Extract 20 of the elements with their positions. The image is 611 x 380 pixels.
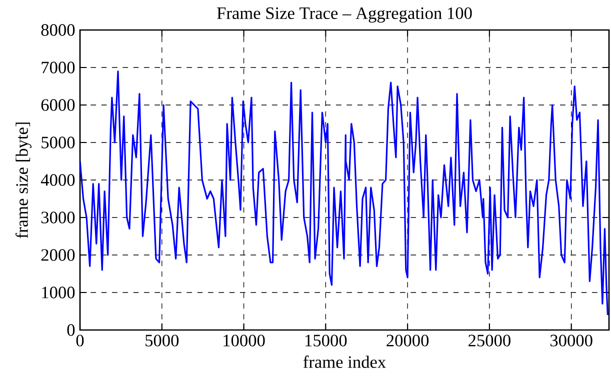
y-axis-title: frame size [byte]: [16, 122, 32, 238]
y-tick-label: 2000: [41, 249, 75, 261]
x-tick-label: 10000: [224, 334, 265, 346]
x-tick-label: 0: [76, 334, 84, 346]
x-tick-label: 20000: [386, 334, 429, 346]
y-tick-label: 3000: [41, 212, 75, 224]
y-tick-label: 1000: [42, 286, 75, 298]
line-series: [80, 70, 608, 316]
y-tick-label: 8000: [41, 24, 75, 36]
chart-title: Frame Size Trace – Aggregation 100: [217, 7, 472, 23]
x-tick-label: 5000: [146, 334, 179, 346]
x-tick-label: 25000: [468, 334, 510, 346]
x-axis-title: frame index: [303, 356, 386, 368]
y-tick-label: 7000: [42, 62, 75, 74]
y-tick-label: 6000: [41, 99, 75, 111]
y-tick-label: 4000: [40, 174, 75, 186]
y-tick-label: 5000: [42, 136, 75, 148]
y-tick-label: 0: [67, 324, 75, 336]
x-tick-label: 30000: [550, 334, 592, 346]
x-tick-label: 15000: [306, 334, 347, 346]
